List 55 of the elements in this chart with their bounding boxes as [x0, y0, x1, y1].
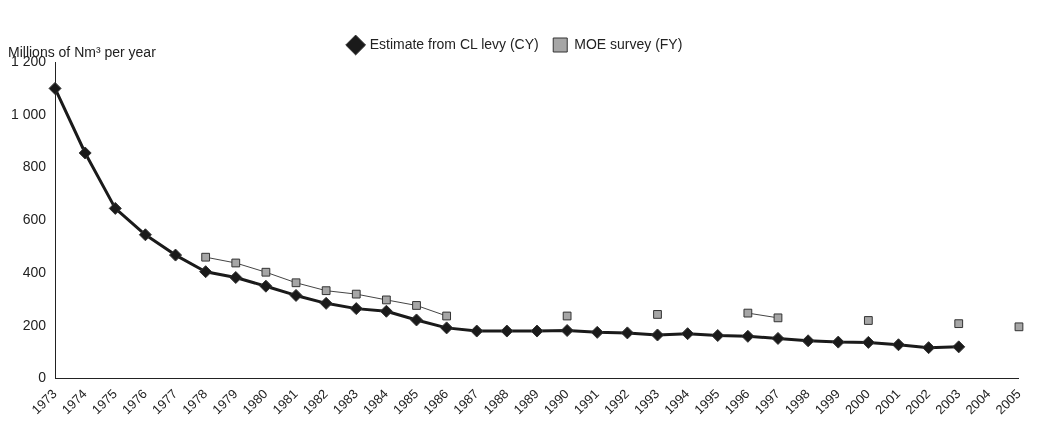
point [78, 146, 92, 160]
point [319, 296, 333, 310]
point [861, 335, 875, 349]
point [291, 278, 301, 288]
point [922, 341, 936, 355]
point [831, 335, 845, 349]
point [289, 288, 303, 302]
point [681, 327, 695, 341]
y-tick-label: 0 [38, 369, 47, 386]
point [201, 252, 211, 262]
point [410, 313, 424, 327]
point [562, 311, 572, 321]
y-tick-label: 200 [22, 316, 47, 333]
point [590, 325, 604, 339]
point [771, 331, 785, 345]
legend-label: Estimate from CL levy (CY) [369, 35, 539, 52]
point [650, 328, 664, 342]
point [138, 228, 152, 242]
point [412, 301, 421, 310]
point [530, 324, 544, 338]
point [711, 329, 725, 343]
y-tick-label: 1 000 [10, 105, 47, 122]
point [379, 304, 393, 318]
point [351, 289, 361, 299]
point [500, 324, 514, 338]
point [231, 258, 241, 268]
point [229, 271, 243, 284]
point [442, 311, 452, 321]
legend-label: MOE survey (FY) [574, 35, 683, 52]
y-tick-label: 400 [22, 263, 47, 280]
point [1014, 322, 1024, 332]
point [470, 324, 484, 338]
point [954, 319, 964, 329]
point [382, 295, 391, 305]
point [620, 326, 634, 340]
point [952, 340, 966, 354]
point [891, 338, 905, 352]
point [560, 324, 574, 338]
point [440, 321, 454, 335]
y-tick-label: 600 [22, 211, 47, 228]
point [653, 310, 662, 319]
y-tick-label: 800 [22, 158, 47, 175]
point [108, 201, 122, 215]
point [259, 279, 273, 293]
point [48, 81, 62, 95]
point [169, 248, 183, 262]
point [863, 316, 873, 325]
point [741, 329, 755, 343]
point [801, 334, 815, 348]
point [261, 267, 271, 277]
point [743, 308, 753, 318]
point [199, 265, 213, 279]
point [773, 313, 783, 323]
point [349, 302, 363, 316]
point [321, 286, 331, 296]
